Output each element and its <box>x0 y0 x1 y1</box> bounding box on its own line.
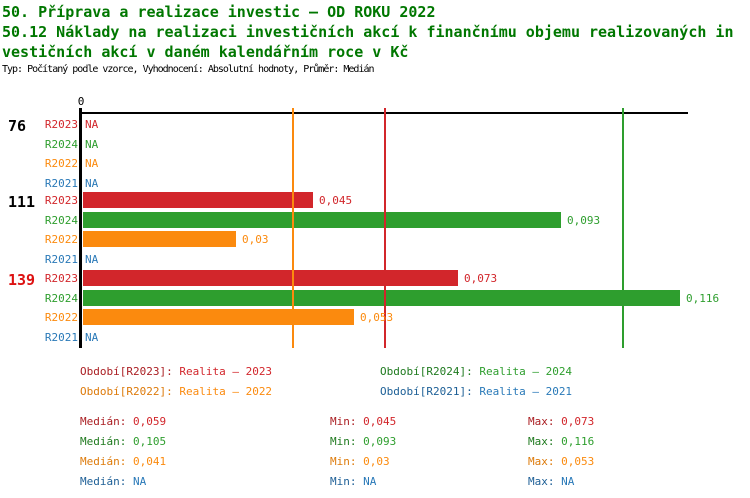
series-label: R2021 <box>44 253 78 266</box>
series-label: R2024 <box>44 214 78 227</box>
bar <box>83 270 458 286</box>
stat-label: Max: <box>528 475 562 488</box>
stat-value: 0,105 <box>132 435 167 448</box>
series-label: R2024 <box>44 138 78 151</box>
stat-max-r2023: Max: 0,073 <box>528 415 594 428</box>
bar <box>83 309 354 325</box>
bar-value-label: 0,045 <box>319 194 353 207</box>
legend-item-r2024: Období[R2024]: Realita – 2024 <box>380 365 572 378</box>
group-label: 139 <box>8 271 36 289</box>
legend-series-label: Období[R2024]: <box>380 365 480 378</box>
stat-max-r2024: Max: 0,116 <box>528 435 594 448</box>
report-subtitle: Typ: Počítaný podle vzorce, Vyhodnocení:… <box>2 64 375 75</box>
na-label: NA <box>85 331 99 344</box>
stat-min-r2021: Min: NA <box>330 475 376 488</box>
legend-series-label: Období[R2021]: <box>380 385 480 398</box>
bar <box>83 290 680 306</box>
stat-value: 0,03 <box>363 455 390 468</box>
median-line-r2023 <box>384 108 386 348</box>
stat-median-r2023: Medián: 0,059 <box>80 415 166 428</box>
bar-value-label: 0,03 <box>242 233 269 246</box>
report-title-line2: 50.12 Náklady na realizaci investičních … <box>2 23 734 41</box>
bar-value-label: 0,093 <box>567 214 601 227</box>
legend-series-text: Realita – 2021 <box>479 385 573 398</box>
value-axis-line-horizontal <box>79 112 688 114</box>
group-label: 76 <box>8 117 27 135</box>
bar <box>83 192 313 208</box>
stat-label: Min: <box>330 475 364 488</box>
legend-item-r2023: Období[R2023]: Realita – 2023 <box>80 365 272 378</box>
stat-value: 0,053 <box>561 455 595 468</box>
bar-value-label: 0,116 <box>686 292 720 305</box>
bar-value-label: 0,073 <box>464 272 498 285</box>
stat-value: 0,059 <box>132 415 167 428</box>
na-label: NA <box>85 118 99 131</box>
stat-label: Min: <box>330 455 364 468</box>
stat-value: 0,116 <box>561 435 595 448</box>
stat-label: Medián: <box>80 435 133 448</box>
value-axis-line-vertical <box>79 108 82 348</box>
stat-median-r2021: Medián: NA <box>80 475 146 488</box>
stat-label: Medián: <box>80 455 133 468</box>
series-label: R2024 <box>44 292 78 305</box>
median-line-r2022 <box>292 108 294 348</box>
na-label: NA <box>85 253 99 266</box>
median-line-r2024 <box>622 108 624 348</box>
na-label: NA <box>85 177 99 190</box>
bar <box>83 212 561 228</box>
stat-value: NA <box>363 475 377 488</box>
bar <box>83 231 236 247</box>
series-label: R2021 <box>44 177 78 190</box>
series-label: R2021 <box>44 331 78 344</box>
legend-series-text: Realita – 2022 <box>179 385 273 398</box>
stat-label: Min: <box>330 415 364 428</box>
stat-value: NA <box>561 475 575 488</box>
axis-zero-tick-label: 0 <box>77 95 85 108</box>
legend-series-label: Období[R2023]: <box>80 365 180 378</box>
stat-value: 0,073 <box>561 415 595 428</box>
series-label: R2023 <box>44 194 78 207</box>
stat-median-r2022: Medián: 0,041 <box>80 455 166 468</box>
stat-min-r2023: Min: 0,045 <box>330 415 396 428</box>
na-label: NA <box>85 157 99 170</box>
bar-value-label: 0,053 <box>360 311 394 324</box>
stat-min-r2022: Min: 0,03 <box>330 455 390 468</box>
stat-max-r2022: Max: 0,053 <box>528 455 594 468</box>
stat-label: Max: <box>528 455 562 468</box>
stat-value: 0,093 <box>363 435 397 448</box>
stat-label: Medián: <box>80 415 133 428</box>
stat-value: 0,041 <box>132 455 167 468</box>
stat-min-r2024: Min: 0,093 <box>330 435 396 448</box>
stat-max-r2021: Max: NA <box>528 475 574 488</box>
na-label: NA <box>85 138 99 151</box>
series-label: R2022 <box>44 233 78 246</box>
series-label: R2023 <box>44 272 78 285</box>
group-label: 111 <box>8 193 36 211</box>
stat-value: NA <box>132 475 147 488</box>
report-title-line1: 50. Příprava a realizace investic – OD R… <box>2 3 436 21</box>
stat-label: Max: <box>528 435 562 448</box>
stat-label: Min: <box>330 435 364 448</box>
stat-median-r2024: Medián: 0,105 <box>80 435 166 448</box>
legend-series-label: Období[R2022]: <box>80 385 180 398</box>
report-title-line3: vestičních akcí v daném kalendářním roce… <box>2 43 409 61</box>
series-label: R2022 <box>44 311 78 324</box>
series-label: R2022 <box>44 157 78 170</box>
stat-label: Max: <box>528 415 562 428</box>
stat-value: 0,045 <box>363 415 397 428</box>
legend-item-r2021: Období[R2021]: Realita – 2021 <box>380 385 572 398</box>
stat-label: Medián: <box>80 475 133 488</box>
legend-series-text: Realita – 2023 <box>179 365 273 378</box>
legend-item-r2022: Období[R2022]: Realita – 2022 <box>80 385 272 398</box>
legend-series-text: Realita – 2024 <box>479 365 573 378</box>
series-label: R2023 <box>44 118 78 131</box>
